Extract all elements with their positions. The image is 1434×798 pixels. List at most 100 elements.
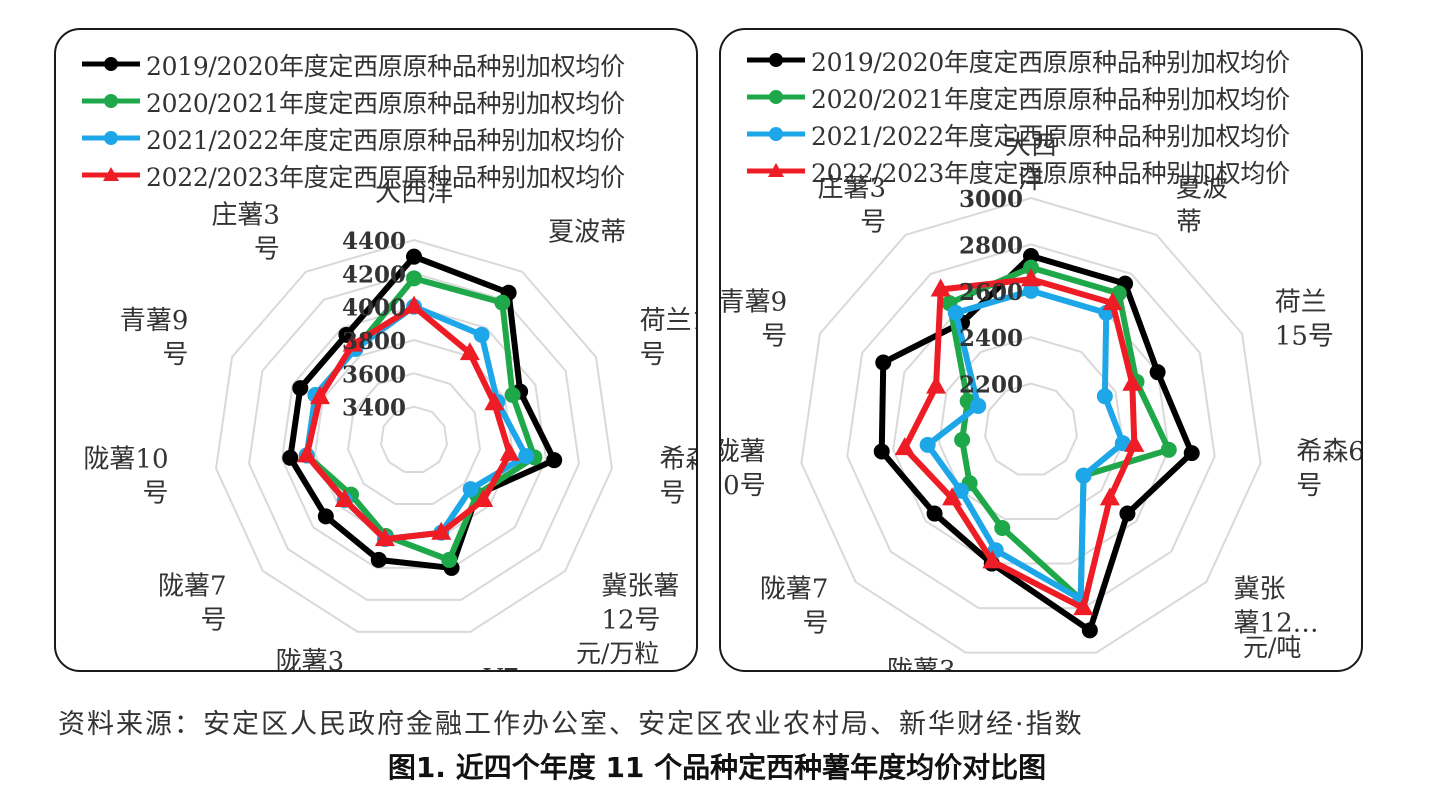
category-label-line: V7 bbox=[483, 664, 519, 670]
legend-item-2022: 2022/2023年度定西原原种品种别加权均价 bbox=[80, 157, 625, 194]
data-point bbox=[292, 380, 309, 397]
category-label-line: 号 bbox=[802, 609, 828, 639]
grid-ring bbox=[346, 372, 482, 505]
grid-ring bbox=[938, 336, 1124, 521]
data-point bbox=[310, 386, 331, 405]
data-point bbox=[1096, 388, 1113, 405]
category-label: 希森6 号 bbox=[659, 444, 696, 508]
series-2 bbox=[919, 282, 1131, 608]
tick-label: 3400 bbox=[342, 395, 406, 422]
category-label: 大西洋 bbox=[375, 178, 453, 208]
data-point bbox=[919, 436, 936, 453]
category-label-line: 号 bbox=[162, 340, 188, 370]
data-point bbox=[875, 354, 892, 371]
category-label-line: 号 bbox=[201, 605, 227, 635]
category-label-line: 号 bbox=[761, 322, 787, 352]
data-point bbox=[504, 386, 521, 403]
data-point bbox=[494, 294, 511, 311]
data-point bbox=[1023, 282, 1039, 299]
data-point bbox=[473, 326, 490, 343]
category-label-line: 号 bbox=[254, 234, 280, 264]
category-label-line: 陇薯3 bbox=[276, 647, 345, 670]
category-label: 青薯9 号 bbox=[721, 288, 787, 352]
data-point bbox=[1075, 467, 1092, 484]
category-label: 希森6 号 bbox=[1296, 437, 1361, 501]
legend-item-2021: 2021/2022年度定西原原种品种别加权均价 bbox=[80, 120, 625, 157]
category-label: 大西洋 bbox=[1005, 131, 1057, 195]
data-point bbox=[431, 521, 452, 540]
data-point bbox=[546, 452, 563, 469]
data-point bbox=[406, 270, 422, 287]
legend-item-2020: 2020/2021年度定西原原种品种别加权均价 bbox=[80, 83, 625, 120]
legend-swatch-2019 bbox=[82, 57, 140, 71]
right-radar-panel: 2200 2400 2600 2800 3000 大西洋 夏波蒂 荷兰 15号 希森6 号冀张薯12… bbox=[719, 28, 1363, 672]
tick-label: 2600 bbox=[959, 279, 1023, 306]
category-label-line: 陇薯7 bbox=[158, 571, 227, 601]
data-point bbox=[342, 333, 363, 352]
legend-label: 2019/2020年度定西原原种品种别加权均价 bbox=[811, 47, 1290, 77]
legend-label: 2022/2023年度定西原原种品种别加权均价 bbox=[146, 162, 625, 192]
tick-label: 4200 bbox=[342, 261, 406, 288]
left-radar-chart: 340036003800400042004400大西洋夏波蒂荷兰15号希森6号冀… bbox=[83, 178, 696, 670]
data-point bbox=[296, 444, 317, 463]
category-label-line: 12号 bbox=[601, 605, 660, 635]
data-point bbox=[1183, 445, 1200, 462]
category-label-line: 希森6 bbox=[1296, 437, 1361, 467]
category-label-line: 薯12… bbox=[1234, 609, 1319, 639]
legend-label: 2021/2022年度定西原原种品种别加权均价 bbox=[811, 121, 1290, 151]
left-unit-label: 元/万粒 bbox=[576, 639, 660, 668]
right-legend: 2019/2020年度定西原原种品种别加权均价 2020/2021年度定西原原种… bbox=[745, 42, 1290, 190]
category-label-line: 陇薯10 bbox=[83, 444, 168, 474]
category-label-line: 青薯9 bbox=[721, 288, 787, 318]
legend-swatch-2021 bbox=[82, 131, 140, 145]
data-point bbox=[930, 278, 951, 297]
data-point bbox=[873, 443, 890, 460]
category-labels: 大西洋夏波蒂荷兰15号希森6号冀张薯12…V7陇薯3号陇薯7号陇薯10号青薯9号… bbox=[721, 131, 1361, 670]
category-labels: 大西洋夏波蒂荷兰15号希森6号冀张薯12号V7陇薯3号陇薯7号陇薯10号青薯9号… bbox=[83, 178, 696, 670]
category-label-line: 洋 bbox=[1018, 165, 1044, 195]
tick-label: 2400 bbox=[959, 325, 1023, 352]
data-point bbox=[954, 431, 971, 448]
category-label: 陇薯3号 bbox=[887, 656, 956, 670]
category-label: 庄薯3 号 bbox=[211, 200, 280, 264]
category-label: 陇薯3号 bbox=[276, 647, 345, 670]
grid-ring bbox=[800, 196, 1262, 654]
grid-ring bbox=[846, 243, 1216, 610]
category-label-line: 希森6 bbox=[659, 444, 696, 474]
category-label-line: 青薯9 bbox=[120, 306, 189, 336]
tick-labels: 3400 3600 3800 4000 4200 4400 bbox=[342, 228, 406, 422]
grid-ring bbox=[984, 382, 1078, 476]
category-label-line: 号 bbox=[143, 478, 169, 508]
tick-label: 3600 bbox=[342, 361, 406, 388]
tick-label: 4400 bbox=[342, 228, 406, 255]
grid-ring bbox=[379, 405, 449, 473]
legend-swatch-2022 bbox=[82, 167, 140, 181]
series-3 bbox=[894, 268, 1145, 616]
series-line bbox=[946, 264, 1172, 603]
category-label: 冀张薯 12号 bbox=[601, 571, 679, 635]
data-point bbox=[942, 487, 963, 506]
grid-ring bbox=[247, 272, 581, 601]
data-point bbox=[970, 397, 987, 414]
legend-label: 2019/2020年度定西原原种品种别加权均价 bbox=[146, 51, 625, 81]
data-point bbox=[1099, 487, 1120, 506]
category-label-line: 15号 bbox=[1275, 322, 1334, 352]
tick-label: 3800 bbox=[342, 328, 406, 355]
tick-label: 2200 bbox=[959, 372, 1023, 399]
legend-label: 2021/2022年度定西原原种品种别加权均价 bbox=[146, 125, 625, 155]
data-point bbox=[1073, 597, 1094, 616]
category-label-line: 荷兰 bbox=[1275, 288, 1327, 318]
data-point bbox=[499, 442, 520, 461]
category-label: 荷兰 15号 bbox=[1275, 288, 1334, 352]
legend-label: 2020/2021年度定西原原种品种别加权均价 bbox=[811, 84, 1290, 114]
category-label-line: 号 bbox=[659, 478, 685, 508]
category-label: V7 bbox=[483, 664, 519, 670]
series-0 bbox=[873, 248, 1200, 639]
category-label-line: 冀张 bbox=[1234, 575, 1286, 605]
category-label: 庄薯3 号 bbox=[818, 174, 887, 238]
category-label-line: 10号 bbox=[721, 471, 766, 501]
data-point bbox=[1149, 364, 1166, 381]
category-label-line: 蒂 bbox=[1176, 208, 1202, 238]
source-note: 资料来源：安定区人民政府金融工作办公室、安定区农业农村局、新华财经·指数 bbox=[58, 709, 1084, 740]
